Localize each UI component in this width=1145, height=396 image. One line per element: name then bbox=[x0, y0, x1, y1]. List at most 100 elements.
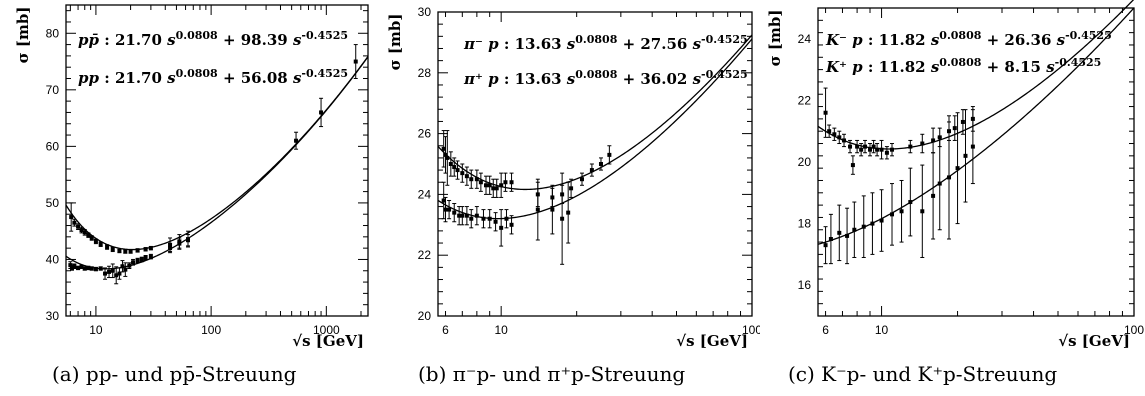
data-point-series-1 bbox=[98, 242, 103, 247]
data-point-series-1 bbox=[884, 150, 889, 155]
y-axis-label: σ [mb] bbox=[14, 7, 32, 64]
y-tick-label: 20 bbox=[418, 309, 432, 323]
data-point-series-2 bbox=[72, 264, 77, 269]
fit-curve-2 bbox=[65, 56, 369, 270]
data-point-series-1 bbox=[294, 138, 299, 143]
data-point-series-1 bbox=[478, 180, 483, 185]
data-point-series-1 bbox=[460, 171, 465, 176]
data-point-series-2 bbox=[837, 230, 842, 235]
data-point-series-2 bbox=[890, 212, 895, 217]
data-point-series-2 bbox=[79, 264, 84, 269]
data-point-series-1 bbox=[455, 168, 460, 173]
data-point-series-2 bbox=[143, 255, 148, 260]
data-point-series-2 bbox=[920, 209, 925, 214]
y-tick-label: 18 bbox=[798, 217, 812, 231]
data-point-series-1 bbox=[868, 147, 873, 152]
data-point-series-2 bbox=[177, 241, 182, 246]
data-point-series-2 bbox=[76, 265, 81, 270]
legend-entry-2: K⁺ p : 11.82 s0.0808 + 8.15 s-0.4525 bbox=[825, 56, 1101, 77]
data-point-series-1 bbox=[890, 147, 895, 152]
data-point-series-1 bbox=[93, 239, 98, 244]
data-point-series-2 bbox=[955, 166, 960, 171]
data-point-series-2 bbox=[560, 216, 565, 221]
data-point-series-2 bbox=[460, 213, 465, 218]
legend-entry-2: π⁺ p : 13.63 s0.0808 + 36.02 s-0.4525 bbox=[463, 68, 748, 89]
data-point-series-1 bbox=[483, 183, 488, 188]
caption-c: (c) K⁻p- und K⁺p-Streuung bbox=[788, 362, 1058, 386]
data-point-series-1 bbox=[908, 144, 913, 149]
data-point-series-1 bbox=[848, 144, 853, 149]
y-tick-label: 22 bbox=[798, 93, 812, 107]
x-axis-label: √s [GeV] bbox=[292, 332, 364, 350]
data-point-series-2 bbox=[127, 263, 132, 268]
data-point-series-1 bbox=[448, 162, 453, 166]
data-point-series-2 bbox=[931, 193, 936, 198]
data-point-series-1 bbox=[487, 183, 492, 188]
data-point-series-2 bbox=[493, 219, 498, 224]
data-point-series-1 bbox=[117, 248, 122, 253]
legend-entry-1: π⁻ p : 13.63 s0.0808 + 27.56 s-0.4525 bbox=[463, 33, 748, 54]
x-tick-label: 10 bbox=[89, 323, 103, 337]
data-point-series-2 bbox=[908, 200, 913, 205]
data-point-series-2 bbox=[114, 273, 119, 278]
data-point-series-2 bbox=[823, 243, 828, 248]
data-point-series-2 bbox=[469, 216, 474, 221]
chart-pi-p: 6 10 100 20 22 24 26 28 30 √s [GeV] σ [mb] π⁻ p : 1… bbox=[386, 5, 760, 350]
data-point-series-1 bbox=[823, 110, 828, 115]
data-point-series-2 bbox=[509, 222, 514, 227]
chart-pp: 10 100 1000 30 40 50 60 70 80 √s [GeV] σ [mb] pp̄ :… bbox=[14, 4, 369, 350]
data-point-series-1 bbox=[452, 165, 457, 170]
data-point-series-1 bbox=[931, 138, 936, 143]
data-point-series-2 bbox=[69, 265, 74, 270]
data-point-series-2 bbox=[852, 227, 857, 232]
y-tick-label: 60 bbox=[46, 139, 60, 153]
data-point-series-2 bbox=[148, 254, 153, 259]
data-point-series-1 bbox=[135, 248, 140, 253]
data-point-series-1 bbox=[491, 186, 496, 191]
data-point-series-1 bbox=[499, 183, 504, 188]
data-point-series-1 bbox=[464, 174, 469, 179]
data-point-series-2 bbox=[535, 207, 540, 212]
y-tick-label: 80 bbox=[46, 26, 60, 40]
data-point-series-2 bbox=[499, 225, 504, 230]
legend-entry-1: pp̄ : 21.70 s0.0808 + 98.39 s-0.4525 bbox=[78, 29, 348, 50]
data-point-series-2 bbox=[879, 218, 884, 223]
data-point-series-1 bbox=[143, 247, 148, 252]
data-point-series-2 bbox=[899, 209, 904, 214]
data-point-series-1 bbox=[69, 215, 74, 220]
y-tick-label: 16 bbox=[798, 278, 812, 292]
y-tick-label: 26 bbox=[418, 127, 432, 141]
legend-entry-2: pp : 21.70 s0.0808 + 56.08 s-0.4525 bbox=[78, 67, 348, 88]
x-tick-label: 1000 bbox=[313, 323, 340, 337]
data-point-series-2 bbox=[131, 260, 136, 265]
data-point-series-1 bbox=[579, 177, 584, 182]
plot-frame bbox=[817, 7, 1135, 317]
x-tick-label: 6 bbox=[822, 323, 829, 337]
data-point-series-1 bbox=[952, 126, 957, 131]
x-tick-label: 100 bbox=[742, 323, 760, 337]
data-point-series-2 bbox=[937, 181, 942, 186]
data-point-series-1 bbox=[855, 144, 860, 149]
data-point-series-1 bbox=[875, 147, 880, 152]
data-point-series-1 bbox=[469, 177, 474, 182]
y-tick-label: 70 bbox=[46, 83, 60, 97]
data-point-series-2 bbox=[828, 237, 833, 241]
fit-curve-2 bbox=[437, 34, 753, 191]
data-point-series-2 bbox=[82, 266, 87, 271]
data-point-series-1 bbox=[89, 235, 94, 240]
data-point-series-2 bbox=[441, 198, 446, 203]
fit-curve-1 bbox=[437, 38, 753, 220]
data-point-series-1 bbox=[79, 228, 84, 233]
y-tick-label: 28 bbox=[418, 66, 432, 80]
data-point-series-2 bbox=[135, 258, 140, 263]
data-point-series-2 bbox=[504, 216, 509, 221]
data-point-series-1 bbox=[319, 110, 324, 115]
data-point-series-2 bbox=[474, 213, 479, 218]
data-point-series-1 bbox=[148, 246, 153, 251]
y-tick-label: 40 bbox=[46, 252, 60, 266]
plot-frame bbox=[437, 11, 753, 317]
data-point-series-1 bbox=[859, 147, 864, 152]
data-point-series-1 bbox=[589, 168, 594, 173]
data-point-series-2 bbox=[186, 238, 191, 243]
y-tick-label: 30 bbox=[418, 5, 432, 19]
